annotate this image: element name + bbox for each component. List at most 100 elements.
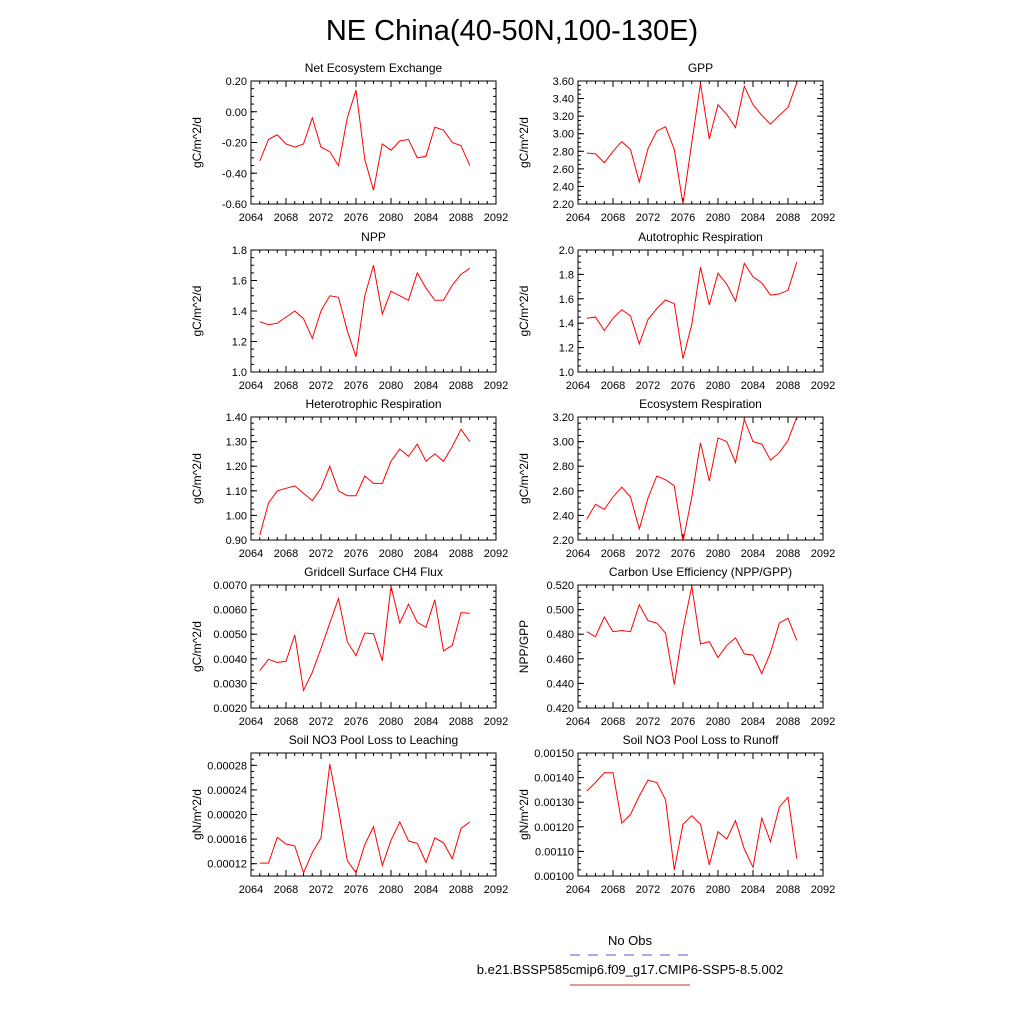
panel-1: Net Ecosystem Exchange gC/m^2/d 2064 2068 20… — [190, 61, 508, 224]
y-tick-label: 3.60 — [553, 76, 574, 88]
figure-title: NE China(40-50N,100-130E) — [326, 15, 698, 47]
y-tick-label: 2.40 — [553, 181, 574, 193]
x-tick-label: 2072 — [636, 716, 660, 728]
x-tick-label: 2084 — [414, 380, 438, 392]
y-tick-label: 0.0020 — [213, 703, 247, 715]
y-tick-label: 0.480 — [546, 629, 574, 641]
x-tick-label: 2064 — [566, 716, 590, 728]
x-tick-label: 2076 — [344, 548, 368, 560]
plot-frame — [577, 584, 824, 709]
y-tick-label: 0.00024 — [207, 785, 247, 797]
series-line — [259, 90, 471, 191]
y-tick-label: 2.40 — [553, 510, 574, 522]
x-tick-label: 2080 — [706, 380, 730, 392]
series-line — [259, 265, 471, 357]
x-tick-label: 2064 — [239, 884, 263, 896]
x-tick-label: 2072 — [636, 380, 660, 392]
y-axis-label: gC/m^2/d — [517, 117, 531, 168]
y-tick-label: 0.520 — [546, 580, 574, 592]
plot-frame — [250, 249, 497, 373]
y-tick-label: 3.20 — [553, 412, 574, 424]
y-tick-label: 1.30 — [226, 437, 247, 449]
y-axis-label: gC/m^2/d — [190, 621, 204, 672]
y-tick-label: 0.00012 — [207, 859, 247, 871]
x-tick-label: 2084 — [741, 548, 765, 560]
x-tick-label: 2072 — [636, 212, 660, 224]
y-tick-label: 2.60 — [553, 486, 574, 498]
y-tick-label: 0.0030 — [213, 678, 247, 690]
x-tick-label: 2092 — [811, 716, 835, 728]
x-tick-label: 2068 — [274, 548, 298, 560]
x-tick-label: 2084 — [741, 380, 765, 392]
x-tick-label: 2080 — [379, 212, 403, 224]
y-tick-label: 1.40 — [226, 412, 247, 424]
x-tick-label: 2092 — [484, 548, 508, 560]
y-tick-label: 1.10 — [226, 486, 247, 498]
y-tick-label: 0.00120 — [534, 822, 574, 834]
x-tick-label: 2076 — [671, 212, 695, 224]
y-axis-label: gC/m^2/d — [517, 453, 531, 504]
x-tick-label: 2072 — [636, 884, 660, 896]
x-tick-label: 2064 — [566, 884, 590, 896]
x-tick-label: 2080 — [379, 884, 403, 896]
y-tick-label: 0.00016 — [207, 834, 247, 846]
plot-frame — [250, 752, 497, 877]
y-tick-label: 0.00140 — [534, 773, 574, 785]
x-tick-label: 2068 — [601, 548, 625, 560]
plot-frame — [250, 584, 497, 709]
x-tick-label: 2076 — [344, 884, 368, 896]
y-tick-label: 2.20 — [553, 199, 574, 211]
y-tick-label: 1.0 — [559, 367, 574, 379]
y-tick-label: 2.60 — [553, 164, 574, 176]
panel-3: NPP gC/m^2/d 2064 2068 2072 2076 2080 2084 2088 2… — [190, 230, 508, 392]
series-line — [586, 82, 798, 205]
panel-title: GPP — [688, 61, 713, 75]
y-tick-label: 1.4 — [559, 318, 574, 330]
x-tick-label: 2068 — [274, 212, 298, 224]
panel-2: GPP gC/m^2/d 2064 2068 2072 2076 2080 2084 2088 2… — [517, 61, 835, 224]
x-tick-label: 2064 — [239, 716, 263, 728]
y-tick-label: 2.0 — [559, 245, 574, 257]
x-tick-label: 2088 — [776, 548, 800, 560]
legend: No Obs b.e21.BSSP585cmip6.f09_g17.CMIP6-… — [477, 933, 783, 986]
panel-5: Heterotrophic Respiration gC/m^2/d 2064 206… — [190, 397, 508, 560]
y-tick-label: -0.40 — [222, 168, 247, 180]
x-tick-label: 2088 — [449, 548, 473, 560]
x-tick-label: 2084 — [741, 884, 765, 896]
y-tick-label: 1.6 — [559, 294, 574, 306]
y-tick-label: 0.0060 — [213, 605, 247, 617]
y-tick-label: 0.00 — [226, 107, 247, 119]
y-axis-label: gC/m^2/d — [190, 286, 204, 337]
series-line — [586, 772, 798, 870]
y-tick-label: 2.80 — [553, 146, 574, 158]
x-tick-label: 2068 — [274, 884, 298, 896]
x-tick-label: 2088 — [449, 884, 473, 896]
panel-6: Ecosystem Respiration gC/m^2/d 2064 2068 207… — [517, 397, 835, 560]
x-tick-label: 2092 — [811, 548, 835, 560]
x-tick-label: 2076 — [671, 716, 695, 728]
series-line — [259, 764, 471, 875]
x-tick-label: 2072 — [309, 380, 333, 392]
y-axis-label: NPP/GPP — [517, 620, 531, 673]
y-tick-label: 1.8 — [559, 269, 574, 281]
panel-title: Soil NO3 Pool Loss to Leaching — [289, 733, 458, 747]
x-tick-label: 2084 — [414, 548, 438, 560]
y-tick-label: 0.00110 — [535, 846, 574, 858]
y-tick-label: 0.20 — [226, 76, 247, 88]
plot-frame — [250, 416, 497, 541]
y-tick-label: 1.6 — [232, 276, 247, 288]
y-axis-label: gC/m^2/d — [190, 117, 204, 168]
y-tick-label: 1.4 — [232, 306, 247, 318]
y-tick-label: 3.00 — [553, 437, 574, 449]
y-tick-label: 3.20 — [553, 111, 574, 123]
y-tick-label: 0.90 — [226, 535, 247, 547]
x-tick-label: 2092 — [811, 380, 835, 392]
x-tick-label: 2068 — [274, 716, 298, 728]
x-tick-label: 2080 — [379, 380, 403, 392]
x-tick-label: 2092 — [484, 884, 508, 896]
x-tick-label: 2076 — [671, 548, 695, 560]
y-tick-label: 0.460 — [546, 654, 574, 666]
y-tick-label: 0.00130 — [534, 797, 574, 809]
y-tick-label: 0.500 — [546, 605, 574, 617]
y-axis-label: gN/m^2/d — [517, 789, 531, 840]
